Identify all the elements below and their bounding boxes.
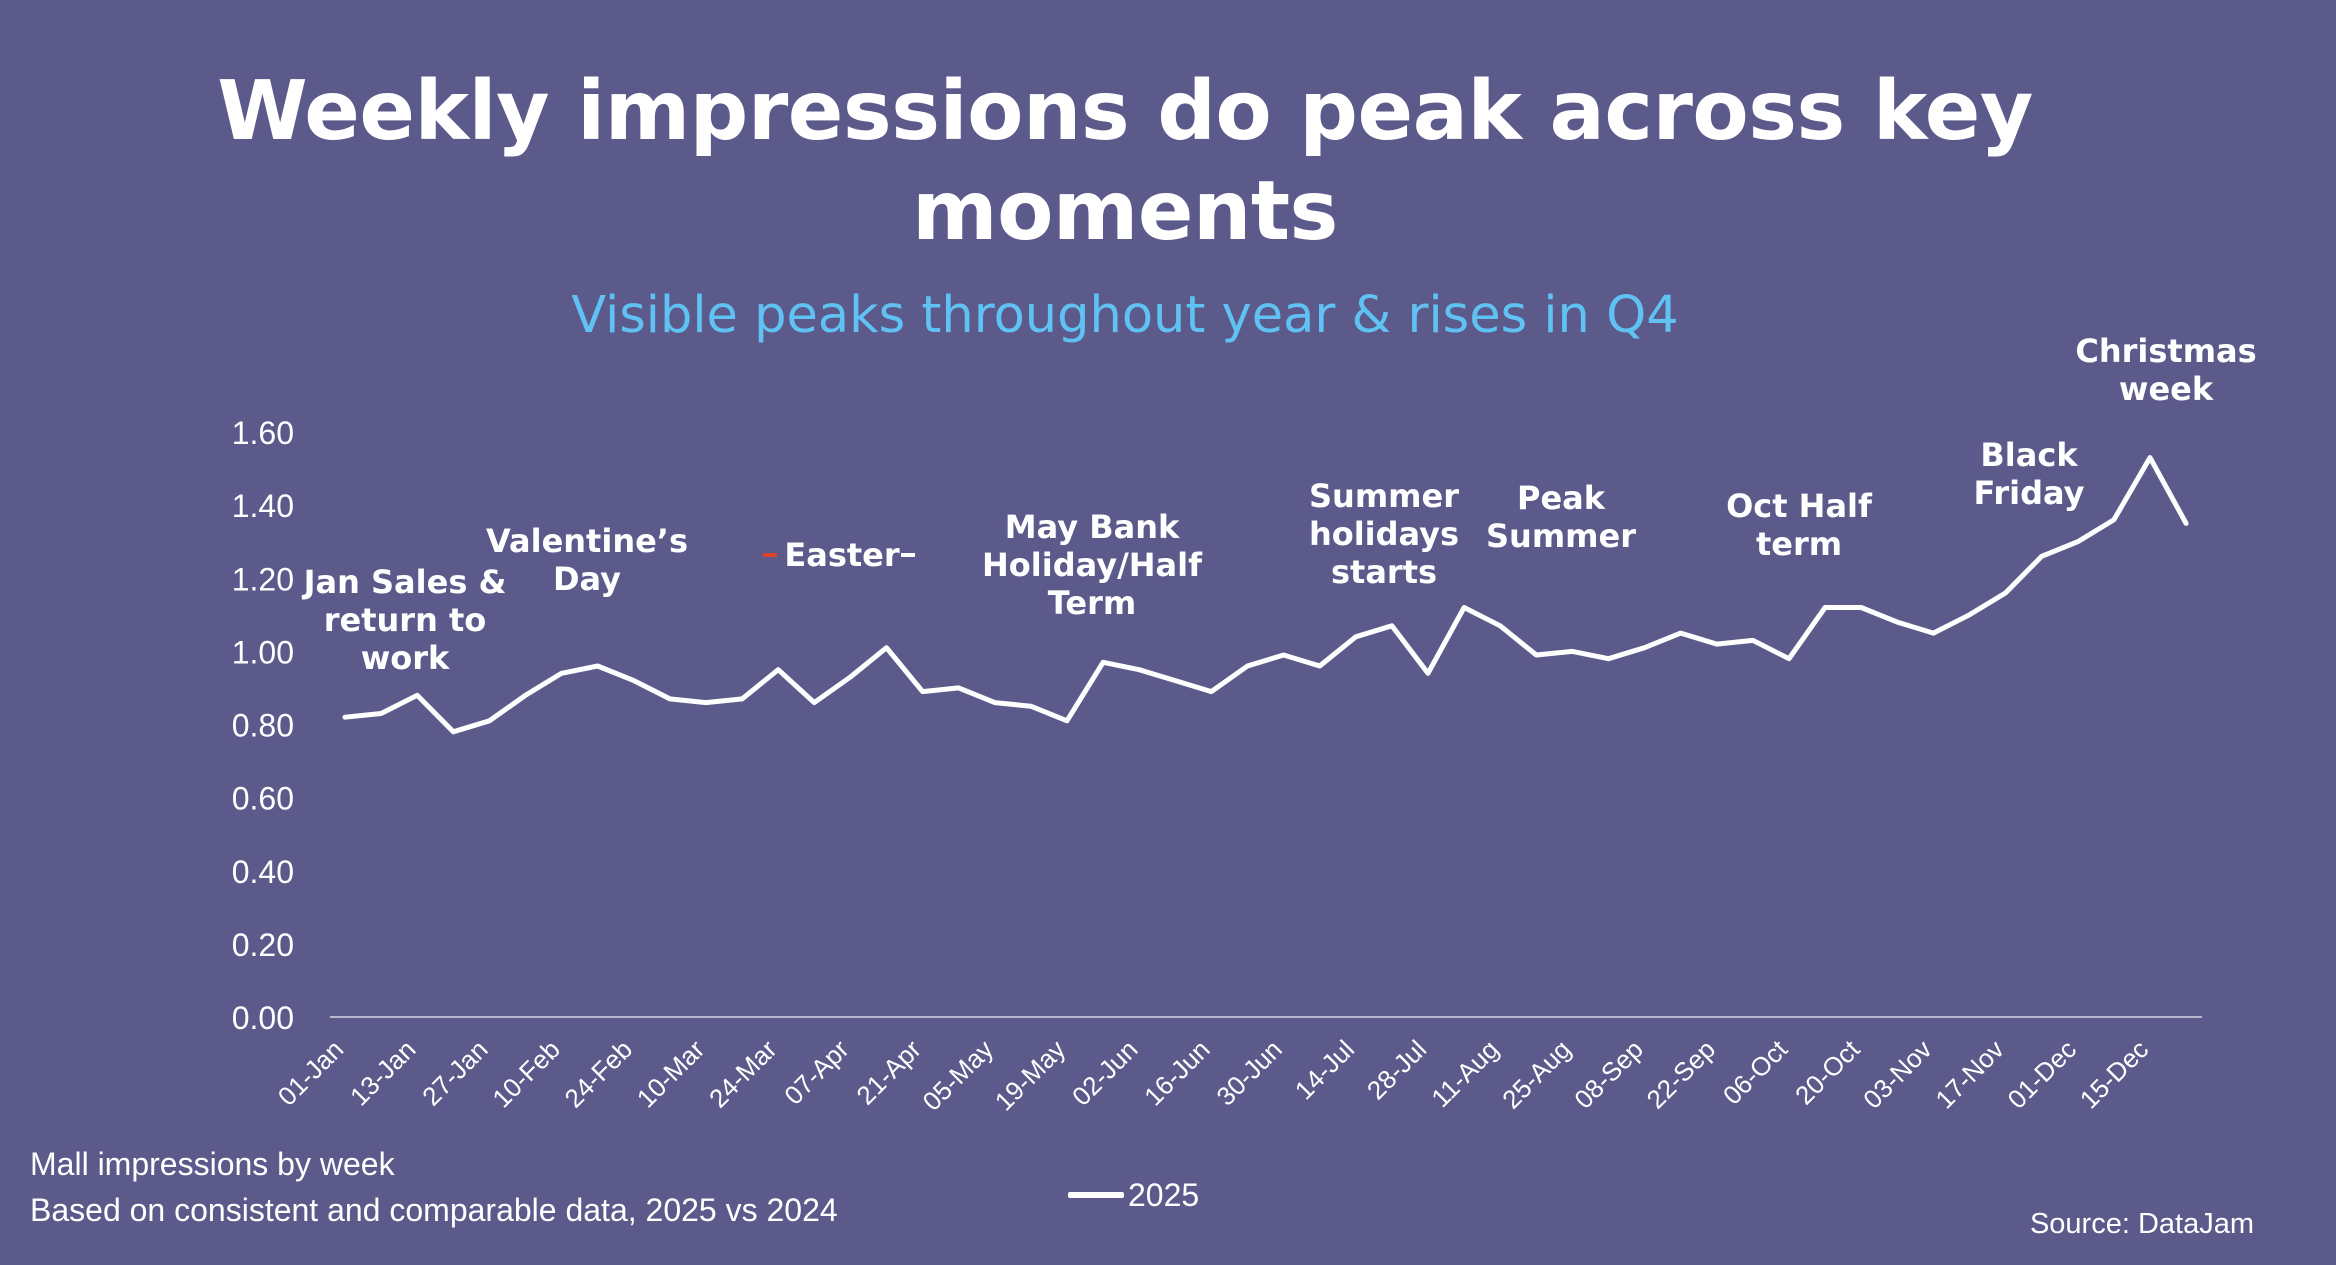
legend-line-swatch xyxy=(1068,1192,1124,1198)
legend-label: 2025 xyxy=(1128,1176,1200,1213)
y-tick-label: 1.60 xyxy=(232,415,294,451)
x-tick-label: 19-May xyxy=(989,1034,1072,1117)
x-tick-label: 02-Jun xyxy=(1066,1034,1143,1111)
x-tick-label: 15-Dec xyxy=(2074,1034,2154,1114)
easter-dash-right xyxy=(901,553,915,557)
y-tick-label: 0.20 xyxy=(232,927,294,963)
y-tick-label: 1.00 xyxy=(232,634,294,670)
x-tick-label: 07-Apr xyxy=(778,1034,855,1111)
annotation-label: Easter xyxy=(784,536,900,574)
x-tick-label: 05-May xyxy=(917,1034,1000,1117)
x-tick-label: 03-Nov xyxy=(1857,1034,1937,1114)
annotation-line: Black xyxy=(1980,436,2078,474)
x-tick-label: 14-Jul xyxy=(1289,1034,1360,1105)
x-tick-label: 28-Jul xyxy=(1361,1034,1432,1105)
annotation-line: Christmas xyxy=(2075,332,2256,370)
annotation-line: Easter xyxy=(784,536,900,574)
legend: 2025 xyxy=(1068,1175,1199,1215)
y-tick-label: 0.60 xyxy=(232,781,294,817)
x-tick-label: 10-Feb xyxy=(486,1034,565,1113)
page-title: Weekly impressions do peak across key mo… xyxy=(217,64,2033,259)
page-subtitle: Visible peaks throughout year & rises in… xyxy=(571,286,1679,345)
x-tick-label: 08-Sep xyxy=(1568,1034,1648,1114)
x-tick-label: 16-Jun xyxy=(1138,1034,1215,1111)
annotation-line: Holiday/Half xyxy=(982,546,1203,584)
footnote-description: Mall impressions by week xyxy=(30,1146,395,1182)
annotation-line: Term xyxy=(1048,584,1136,622)
x-tick-label: 11-Aug xyxy=(1425,1034,1504,1113)
x-tick-label: 10-Mar xyxy=(631,1034,711,1114)
source-note: Source: DataJam xyxy=(2029,1208,2254,1240)
x-tick-label: 27-Jan xyxy=(416,1034,493,1111)
x-tick-label: 13-Jan xyxy=(344,1034,421,1111)
annotation-line: Friday xyxy=(1974,474,2085,512)
annotation-line: Jan Sales & xyxy=(302,563,507,601)
annotation-line: Summer xyxy=(1486,517,1636,555)
x-tick-label: 21-Apr xyxy=(850,1034,927,1111)
x-tick-label: 01-Jan xyxy=(272,1034,349,1111)
x-tick-label: 17-Nov xyxy=(1929,1034,2009,1114)
x-tick-label: 06-Oct xyxy=(1717,1033,1794,1110)
annotation-line: week xyxy=(2119,370,2214,408)
y-tick-label: 1.20 xyxy=(232,561,294,597)
x-tick-label: 01-Dec xyxy=(2002,1034,2082,1114)
annotation-line: starts xyxy=(1331,553,1437,591)
annotation-line: work xyxy=(361,639,450,677)
annotation-line: Valentine’s xyxy=(486,522,688,560)
annotation-line: term xyxy=(1756,525,1842,563)
x-tick-label: 20-Oct xyxy=(1789,1033,1866,1110)
y-tick-label: 0.40 xyxy=(232,854,294,890)
easter-dash-left xyxy=(763,553,777,557)
annotation-line: Oct Half xyxy=(1726,487,1873,525)
y-tick-label: 0.80 xyxy=(232,708,294,744)
x-tick-label: 30-Jun xyxy=(1210,1034,1287,1111)
y-tick-label: 0.00 xyxy=(232,1000,294,1036)
annotation-line: May Bank xyxy=(1005,508,1180,546)
annotation-line: Summer xyxy=(1309,477,1459,515)
footnote-comparison: Based on consistent and comparable data,… xyxy=(30,1192,838,1228)
annotation-line: Day xyxy=(553,560,621,598)
series-line-2025 xyxy=(342,455,2189,735)
annotation-line: return to xyxy=(324,601,487,639)
y-tick-label: 1.40 xyxy=(232,488,294,524)
x-tick-label: 24-Feb xyxy=(559,1034,638,1113)
x-tick-label: 24-Mar xyxy=(703,1034,783,1114)
x-tick-label: 22-Sep xyxy=(1641,1034,1721,1114)
annotation-line: holidays xyxy=(1309,515,1459,553)
x-tick-label: 25-Aug xyxy=(1496,1034,1576,1114)
annotation-line: Peak xyxy=(1517,479,1606,517)
